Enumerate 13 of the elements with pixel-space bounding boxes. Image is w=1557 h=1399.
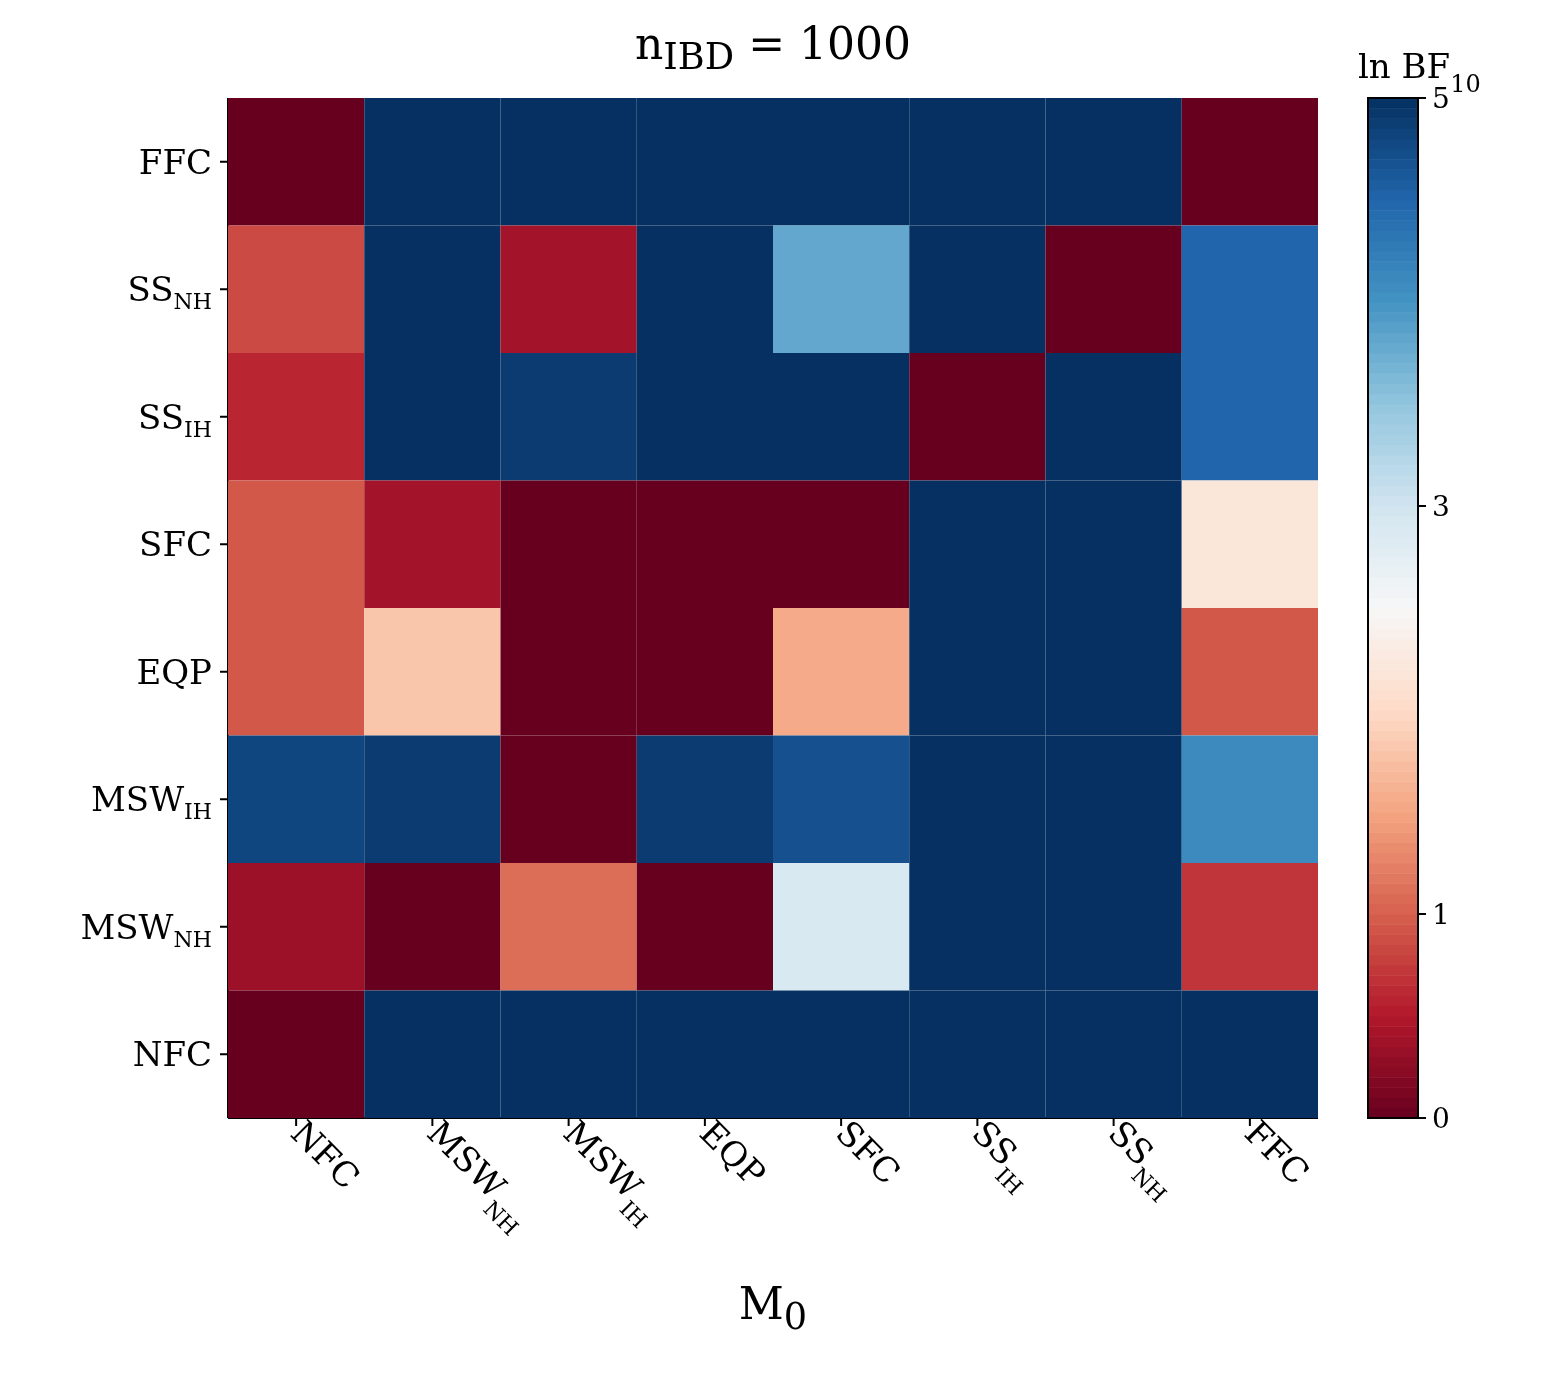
y-tick-label: SFC (139, 524, 212, 565)
y-tick-label: MSW$_{IH}$ (91, 779, 212, 825)
x-axis-title: M$_{0}$ (737, 1278, 809, 1338)
y-tick-label: SS$_{IH}$ (138, 396, 212, 442)
y-tick-label: FFC (138, 141, 212, 182)
y-tick-label: EQP (136, 651, 212, 692)
y-tick-label: SS$_{NH}$ (127, 269, 212, 315)
color-bar-label: 0 (1432, 1101, 1450, 1135)
color-bar-label: 1 (1432, 897, 1450, 931)
y-tick-label: NFC (132, 1034, 212, 1075)
y-tick-label: MSW$_{NH}$ (80, 906, 212, 952)
chart-title: n$_{IBD}$ = 1000 (634, 18, 912, 78)
color-bar-label: 3 (1432, 489, 1450, 523)
